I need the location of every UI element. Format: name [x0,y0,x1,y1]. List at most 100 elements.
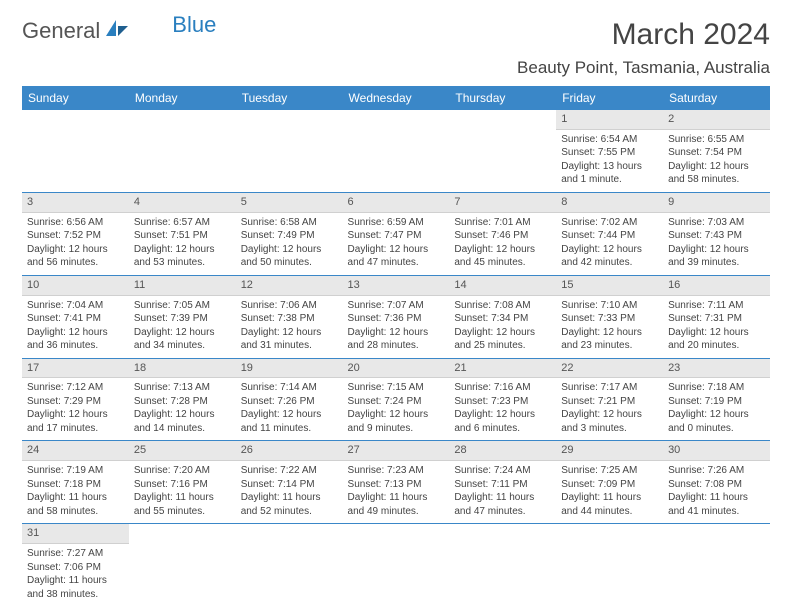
sunset-text: Sunset: 7:33 PM [561,312,658,326]
day-number: 24 [22,441,129,461]
calendar-day-cell: 25Sunrise: 7:20 AMSunset: 7:16 PMDayligh… [129,441,236,524]
sunset-text: Sunset: 7:19 PM [668,395,765,409]
calendar-day-cell: 2Sunrise: 6:55 AMSunset: 7:54 PMDaylight… [663,110,770,192]
day-number: 16 [663,276,770,296]
sunset-text: Sunset: 7:16 PM [134,478,231,492]
day-number: 26 [236,441,343,461]
logo: General Blue [22,18,216,44]
weekday-header: Tuesday [236,86,343,110]
day-details: Sunrise: 7:12 AMSunset: 7:29 PMDaylight:… [22,378,129,440]
calendar-day-cell: 7Sunrise: 7:01 AMSunset: 7:46 PMDaylight… [449,192,556,275]
sunrise-text: Sunrise: 7:17 AM [561,381,658,395]
day-number: 12 [236,276,343,296]
calendar-day-cell: 4Sunrise: 6:57 AMSunset: 7:51 PMDaylight… [129,192,236,275]
sunrise-text: Sunrise: 6:58 AM [241,216,338,230]
day-number: 21 [449,359,556,379]
sunset-text: Sunset: 7:44 PM [561,229,658,243]
daylight-text: Daylight: 12 hours and 42 minutes. [561,243,658,270]
daylight-text: Daylight: 12 hours and 25 minutes. [454,326,551,353]
day-details: Sunrise: 7:01 AMSunset: 7:46 PMDaylight:… [449,213,556,275]
calendar-day-cell: 18Sunrise: 7:13 AMSunset: 7:28 PMDayligh… [129,358,236,441]
calendar-day-cell [236,524,343,606]
daylight-text: Daylight: 12 hours and 20 minutes. [668,326,765,353]
calendar-day-cell: 27Sunrise: 7:23 AMSunset: 7:13 PMDayligh… [343,441,450,524]
calendar-day-cell: 9Sunrise: 7:03 AMSunset: 7:43 PMDaylight… [663,192,770,275]
sunset-text: Sunset: 7:31 PM [668,312,765,326]
day-details: Sunrise: 7:26 AMSunset: 7:08 PMDaylight:… [663,461,770,523]
daylight-text: Daylight: 12 hours and 0 minutes. [668,408,765,435]
sunrise-text: Sunrise: 7:20 AM [134,464,231,478]
daylight-text: Daylight: 12 hours and 56 minutes. [27,243,124,270]
day-details: Sunrise: 7:20 AMSunset: 7:16 PMDaylight:… [129,461,236,523]
sunrise-text: Sunrise: 7:26 AM [668,464,765,478]
daylight-text: Daylight: 12 hours and 53 minutes. [134,243,231,270]
calendar-day-cell [556,524,663,606]
calendar-day-cell: 17Sunrise: 7:12 AMSunset: 7:29 PMDayligh… [22,358,129,441]
calendar-table: SundayMondayTuesdayWednesdayThursdayFrid… [22,86,770,606]
daylight-text: Daylight: 12 hours and 58 minutes. [668,160,765,187]
day-details: Sunrise: 7:06 AMSunset: 7:38 PMDaylight:… [236,296,343,358]
calendar-day-cell: 15Sunrise: 7:10 AMSunset: 7:33 PMDayligh… [556,275,663,358]
day-details: Sunrise: 7:02 AMSunset: 7:44 PMDaylight:… [556,213,663,275]
sunset-text: Sunset: 7:29 PM [27,395,124,409]
day-details: Sunrise: 7:24 AMSunset: 7:11 PMDaylight:… [449,461,556,523]
day-details: Sunrise: 6:54 AMSunset: 7:55 PMDaylight:… [556,130,663,192]
calendar-day-cell [343,524,450,606]
sail-icon [104,18,130,44]
sunrise-text: Sunrise: 7:01 AM [454,216,551,230]
logo-text-2: Blue [172,12,216,38]
day-details: Sunrise: 6:55 AMSunset: 7:54 PMDaylight:… [663,130,770,192]
day-number: 6 [343,193,450,213]
day-details: Sunrise: 7:18 AMSunset: 7:19 PMDaylight:… [663,378,770,440]
calendar-day-cell: 23Sunrise: 7:18 AMSunset: 7:19 PMDayligh… [663,358,770,441]
header: General Blue March 2024 Beauty Point, Ta… [22,18,770,78]
day-details: Sunrise: 7:27 AMSunset: 7:06 PMDaylight:… [22,544,129,606]
calendar-day-cell: 29Sunrise: 7:25 AMSunset: 7:09 PMDayligh… [556,441,663,524]
sunrise-text: Sunrise: 6:59 AM [348,216,445,230]
sunset-text: Sunset: 7:24 PM [348,395,445,409]
sunrise-text: Sunrise: 7:10 AM [561,299,658,313]
day-number: 19 [236,359,343,379]
day-number: 17 [22,359,129,379]
daylight-text: Daylight: 12 hours and 34 minutes. [134,326,231,353]
day-details: Sunrise: 7:14 AMSunset: 7:26 PMDaylight:… [236,378,343,440]
day-details: Sunrise: 7:13 AMSunset: 7:28 PMDaylight:… [129,378,236,440]
sunrise-text: Sunrise: 7:12 AM [27,381,124,395]
daylight-text: Daylight: 11 hours and 58 minutes. [27,491,124,518]
sunrise-text: Sunrise: 7:02 AM [561,216,658,230]
calendar-body: 1Sunrise: 6:54 AMSunset: 7:55 PMDaylight… [22,110,770,606]
day-number: 29 [556,441,663,461]
weekday-header: Saturday [663,86,770,110]
day-number: 31 [22,524,129,544]
day-number: 15 [556,276,663,296]
sunset-text: Sunset: 7:43 PM [668,229,765,243]
sunrise-text: Sunrise: 7:08 AM [454,299,551,313]
calendar-day-cell [343,110,450,192]
sunrise-text: Sunrise: 6:57 AM [134,216,231,230]
calendar-day-cell [236,110,343,192]
sunset-text: Sunset: 7:11 PM [454,478,551,492]
sunrise-text: Sunrise: 7:27 AM [27,547,124,561]
day-details: Sunrise: 7:16 AMSunset: 7:23 PMDaylight:… [449,378,556,440]
sunset-text: Sunset: 7:47 PM [348,229,445,243]
day-details: Sunrise: 7:04 AMSunset: 7:41 PMDaylight:… [22,296,129,358]
day-details: Sunrise: 7:08 AMSunset: 7:34 PMDaylight:… [449,296,556,358]
day-number: 14 [449,276,556,296]
day-details: Sunrise: 7:25 AMSunset: 7:09 PMDaylight:… [556,461,663,523]
title-block: March 2024 Beauty Point, Tasmania, Austr… [517,18,770,78]
sunset-text: Sunset: 7:39 PM [134,312,231,326]
daylight-text: Daylight: 11 hours and 41 minutes. [668,491,765,518]
calendar-day-cell: 21Sunrise: 7:16 AMSunset: 7:23 PMDayligh… [449,358,556,441]
sunset-text: Sunset: 7:41 PM [27,312,124,326]
daylight-text: Daylight: 11 hours and 38 minutes. [27,574,124,601]
day-number: 30 [663,441,770,461]
calendar-day-cell: 10Sunrise: 7:04 AMSunset: 7:41 PMDayligh… [22,275,129,358]
weekday-header: Friday [556,86,663,110]
day-number: 13 [343,276,450,296]
calendar-day-cell: 11Sunrise: 7:05 AMSunset: 7:39 PMDayligh… [129,275,236,358]
sunrise-text: Sunrise: 7:03 AM [668,216,765,230]
calendar-day-cell [449,110,556,192]
sunset-text: Sunset: 7:14 PM [241,478,338,492]
day-details: Sunrise: 7:07 AMSunset: 7:36 PMDaylight:… [343,296,450,358]
sunset-text: Sunset: 7:28 PM [134,395,231,409]
